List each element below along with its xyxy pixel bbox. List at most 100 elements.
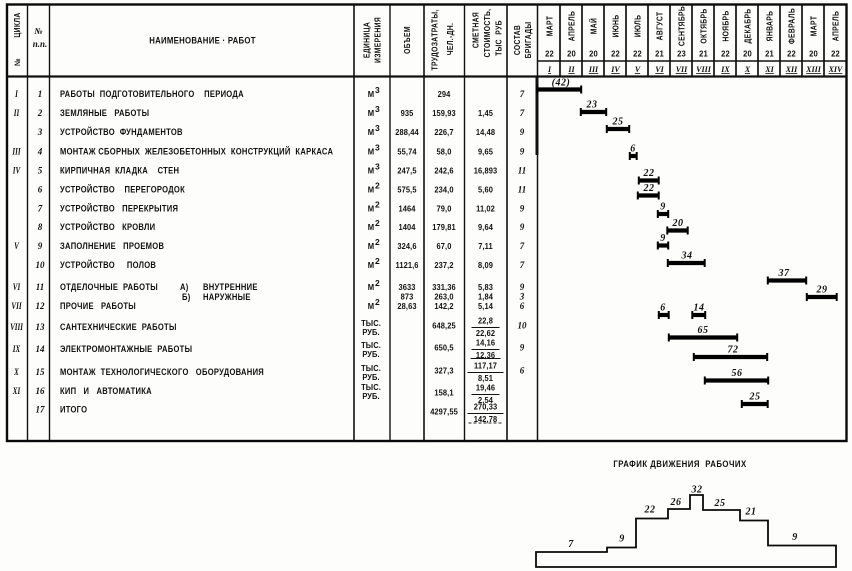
svg-text:158,1: 158,1	[434, 388, 454, 398]
svg-text:72: 72	[728, 344, 739, 355]
svg-text:11: 11	[36, 282, 45, 292]
svg-text:7: 7	[520, 89, 525, 99]
svg-text:179,81: 179,81	[432, 223, 456, 233]
svg-text:ЯНВАРЬ: ЯНВАРЬ	[765, 10, 775, 41]
svg-text:М: М	[368, 128, 375, 137]
svg-text:ГРАФИК ДВИЖЕНИЯ РАБОЧИХ: ГРАФИК ДВИЖЕНИЯ РАБОЧИХ	[613, 458, 746, 469]
svg-text:9: 9	[38, 241, 43, 251]
svg-text:III: III	[12, 147, 22, 157]
svg-text:9: 9	[660, 201, 666, 212]
svg-text:п.п.: п.п.	[33, 39, 48, 49]
svg-text:226,7: 226,7	[434, 128, 454, 138]
svg-text:ОКТЯБРЬ: ОКТЯБРЬ	[699, 8, 709, 43]
svg-text:2: 2	[375, 218, 380, 228]
svg-text:327,3: 327,3	[434, 366, 454, 376]
svg-text:2: 2	[375, 181, 380, 191]
svg-text:ОБЪЕМ: ОБЪЕМ	[402, 26, 412, 54]
svg-text:6: 6	[630, 143, 636, 154]
svg-text:263,0: 263,0	[434, 292, 454, 302]
svg-text:22: 22	[831, 49, 840, 58]
svg-text:159,93: 159,93	[432, 109, 456, 119]
svg-text:V: V	[14, 241, 19, 251]
svg-text:3: 3	[375, 162, 380, 172]
svg-text:2: 2	[375, 278, 380, 288]
svg-text:ЗЕМЛЯНЫЕ РАБОТЫ: ЗЕМЛЯНЫЕ РАБОТЫ	[60, 107, 149, 118]
svg-text:XIV: XIV	[828, 65, 843, 74]
svg-text:РУБ.: РУБ.	[362, 328, 379, 338]
svg-text:1,84: 1,84	[478, 292, 493, 302]
svg-text:XIII: XIII	[805, 65, 822, 74]
svg-text:№: №	[33, 26, 42, 36]
svg-text:9: 9	[520, 222, 525, 232]
svg-text:270,33: 270,33	[474, 402, 498, 412]
svg-text:14: 14	[694, 302, 705, 313]
svg-text:3: 3	[375, 85, 380, 95]
svg-text:7: 7	[568, 539, 574, 550]
svg-text:Б): Б)	[182, 291, 191, 302]
svg-text:12,36: 12,36	[476, 351, 496, 361]
svg-text:ЭЛЕКТРОМОНТАЖНЫЕ РАБОТЫ: ЭЛЕКТРОМОНТАЖНЫЕ РАБОТЫ	[60, 343, 192, 354]
svg-text:14,16: 14,16	[476, 338, 496, 348]
svg-text:79,0: 79,0	[437, 204, 452, 214]
svg-text:9: 9	[520, 204, 525, 214]
svg-text:VII: VII	[11, 301, 22, 311]
svg-text:3: 3	[375, 104, 380, 114]
svg-text:10: 10	[36, 260, 46, 270]
svg-text:9: 9	[520, 147, 525, 157]
svg-text:15: 15	[36, 367, 46, 377]
svg-text:СЕНТЯБРЬ: СЕНТЯБРЬ	[677, 6, 687, 47]
svg-text:324,6: 324,6	[397, 242, 417, 252]
svg-text:17: 17	[36, 405, 46, 415]
svg-text:М: М	[368, 261, 375, 270]
svg-text:I: I	[14, 89, 18, 99]
svg-text:ТРУДОЗАТРАТЫ,: ТРУДОЗАТРАТЫ,	[430, 9, 440, 70]
svg-text:11: 11	[518, 166, 527, 176]
svg-text:САНТЕХНИЧЕСКИЕ РАБОТЫ: САНТЕХНИЧЕСКИЕ РАБОТЫ	[60, 321, 177, 332]
svg-text:ТЫС.: ТЫС.	[361, 319, 381, 329]
svg-text:М: М	[368, 90, 375, 99]
svg-text:ТЫС.: ТЫС.	[361, 383, 381, 393]
svg-text:VIII: VIII	[10, 322, 24, 332]
svg-text:IX: IX	[12, 344, 21, 354]
svg-text:ИТОГО: ИТОГО	[60, 404, 87, 415]
svg-text:3: 3	[37, 127, 43, 137]
svg-text:№: №	[12, 58, 22, 66]
svg-text:9: 9	[660, 233, 666, 244]
svg-text:МАРТ: МАРТ	[809, 16, 819, 37]
svg-text:5: 5	[38, 166, 43, 176]
svg-text:РУБ.: РУБ.	[362, 350, 379, 360]
svg-text:М: М	[368, 302, 375, 311]
svg-text:331,36: 331,36	[432, 283, 456, 293]
svg-text:УСТРОЙСТВО ПОЛОВ: УСТРОЙСТВО ПОЛОВ	[60, 258, 156, 270]
svg-text:2,54: 2,54	[478, 396, 493, 406]
svg-text:МАРТ: МАРТ	[545, 16, 555, 37]
svg-text:УСТРОЙСТВО ПЕРЕГОРОДОК: УСТРОЙСТВО ПЕРЕГОРОДОК	[60, 183, 185, 195]
svg-text:VIII: VIII	[696, 65, 712, 74]
svg-text:ВНУТРЕННИЕ: ВНУТРЕННИЕ	[203, 281, 258, 292]
svg-text:ТЫС РУБ: ТЫС РУБ	[494, 20, 504, 56]
svg-text:I: I	[547, 65, 552, 74]
svg-text:КИП И АВТОМАТИКА: КИП И АВТОМАТИКА	[60, 385, 152, 396]
svg-text:20: 20	[589, 49, 598, 58]
svg-text:20: 20	[672, 218, 684, 229]
svg-text:14,48: 14,48	[476, 128, 496, 138]
svg-text:29: 29	[816, 284, 828, 295]
svg-text:5,83: 5,83	[478, 283, 493, 293]
svg-text:142,2: 142,2	[434, 302, 454, 312]
svg-text:XI: XI	[764, 65, 774, 74]
svg-text:28,63: 28,63	[397, 302, 417, 312]
svg-text:М: М	[368, 283, 375, 292]
svg-text:НОЯБРЬ: НОЯБРЬ	[721, 10, 731, 42]
svg-text:65: 65	[698, 325, 709, 336]
svg-text:II: II	[13, 108, 20, 118]
svg-text:5,60: 5,60	[478, 185, 493, 195]
svg-text:(42): (42)	[552, 78, 571, 89]
svg-text:117,17: 117,17	[474, 361, 497, 371]
svg-text:22: 22	[644, 505, 656, 516]
svg-text:32: 32	[691, 485, 703, 496]
svg-text:1404: 1404	[399, 223, 416, 233]
svg-text:М: М	[368, 185, 375, 194]
svg-text:1,45: 1,45	[478, 109, 493, 119]
svg-text:IV: IV	[12, 166, 21, 176]
svg-text:1121,6: 1121,6	[396, 261, 419, 271]
